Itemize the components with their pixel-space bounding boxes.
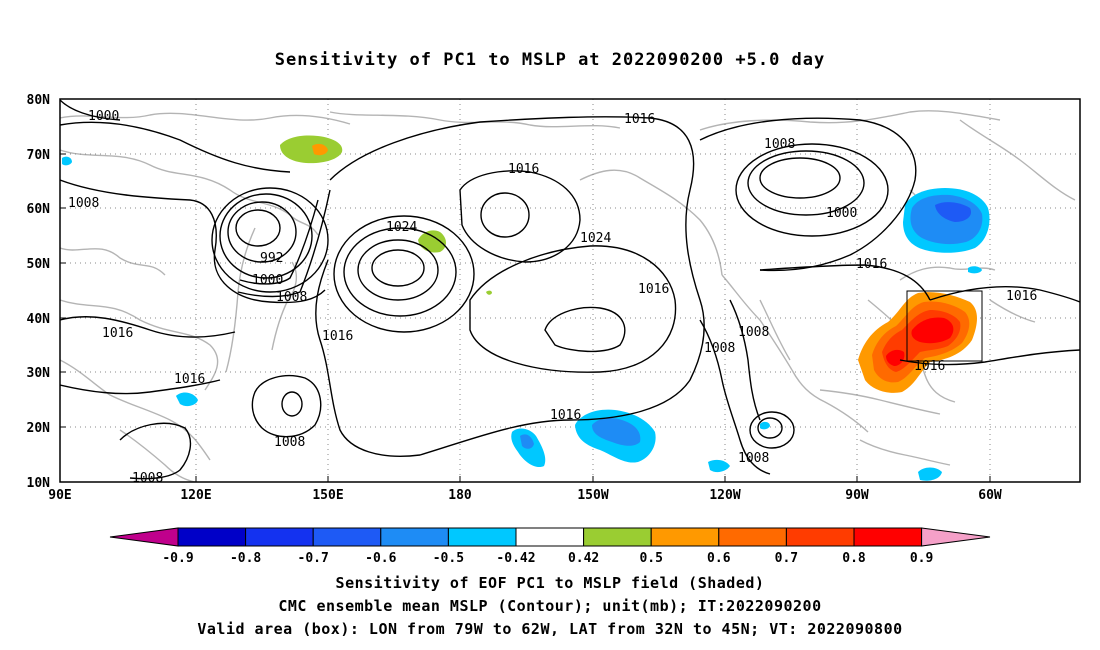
lat-tick-label: 50N — [27, 257, 51, 272]
lon-tick-label: 150E — [312, 488, 343, 503]
contour-label: 1016 — [174, 372, 205, 387]
colorbar-cell — [312, 527, 382, 547]
chart-title: Sensitivity of PC1 to MSLP at 2022090200… — [274, 50, 826, 70]
positive-patch-core-2 — [886, 349, 905, 366]
lon-tick-label: 90E — [48, 488, 71, 503]
lon-tick-label: 120E — [180, 488, 211, 503]
contour-label: 1016 — [856, 257, 887, 272]
tick-marks — [60, 153, 991, 482]
colorbar-labels: -0.9 -0.8 -0.7 -0.6 -0.5 -0.42 0.42 0.5 … — [162, 551, 933, 566]
colorbar-label: -0.9 — [162, 551, 193, 566]
colorbar-cell — [177, 527, 247, 547]
negative-patch-small-5 — [968, 266, 982, 274]
footer-line-3: Valid area (box): LON from 79W to 62W, L… — [197, 620, 903, 638]
colorbar-cell — [583, 527, 652, 547]
negative-patch-w-inner — [520, 434, 534, 449]
contour-label: 1016 — [322, 329, 353, 344]
lat-tick-label: 60N — [27, 202, 51, 217]
colorbar-label: 0.42 — [568, 551, 599, 566]
positive-patch-core — [911, 317, 954, 344]
lat-tick-label: 10N — [27, 476, 51, 491]
colorbar-cell — [515, 527, 585, 547]
contour-label: 1008 — [68, 196, 99, 211]
colorbar-right-arrow — [921, 527, 991, 547]
valid-area-box — [906, 290, 983, 362]
contour-labels: 1000 1008 1016 1016 1024 1024 1000 1008 … — [68, 109, 1037, 486]
colorbar-label: 0.9 — [910, 551, 933, 566]
footer-line-1: Sensitivity of EOF PC1 to MSLP field (Sh… — [335, 574, 765, 592]
lat-tick-label: 40N — [27, 312, 51, 327]
contour-label: 992 — [260, 251, 283, 266]
colorbar — [109, 527, 991, 547]
contour-label: 1024 — [580, 231, 611, 246]
negative-patch-small-2 — [62, 156, 72, 166]
lon-tick-label: 150W — [577, 488, 608, 503]
map-border — [59, 98, 1081, 483]
contour-label: 1016 — [914, 359, 945, 374]
sensitivity-shading — [62, 135, 990, 481]
negative-patch-small-1 — [176, 392, 198, 407]
colorbar-cell — [447, 527, 517, 547]
contour-label: 1016 — [508, 162, 539, 177]
contour-label: 1000 — [252, 273, 283, 288]
contour-label: 1016 — [638, 282, 669, 297]
contour-label: 1016 — [102, 326, 133, 341]
colorbar-label: 0.5 — [639, 551, 662, 566]
coastlines — [60, 110, 1076, 482]
colorbar-cell — [853, 527, 923, 547]
negative-patch-small-4 — [918, 467, 942, 481]
mslp-contours — [60, 99, 1080, 480]
colorbar-label: -0.42 — [496, 551, 535, 566]
contour-label: 1008 — [738, 325, 769, 340]
contour-label: 1008 — [738, 451, 769, 466]
contour-label: 1008 — [276, 290, 307, 305]
green-patch-pacific — [418, 230, 446, 253]
contour-label: 1000 — [826, 206, 857, 221]
colorbar-cell — [785, 527, 855, 547]
contour-label: 1008 — [132, 471, 163, 486]
colorbar-label: -0.8 — [230, 551, 261, 566]
contour-label: 1008 — [704, 341, 735, 356]
lon-tick-label: 120W — [709, 488, 740, 503]
colorbar-label: 0.7 — [775, 551, 798, 566]
colorbar-label: 0.6 — [707, 551, 731, 566]
negative-patch-cp-inner — [592, 417, 641, 446]
orange-spot-kamchatka — [312, 143, 328, 156]
colorbar-label: -0.7 — [298, 551, 329, 566]
green-patch-tiny — [486, 290, 492, 295]
colorbar-cell — [650, 527, 720, 547]
lon-tick-label: 60W — [978, 488, 1002, 503]
colorbar-cell — [380, 527, 449, 547]
colorbar-label: -0.6 — [365, 551, 396, 566]
colorbar-cell — [245, 527, 314, 547]
lon-tick-label: 90W — [845, 488, 869, 503]
lat-tick-label: 20N — [27, 421, 51, 436]
contour-label: 1000 — [88, 109, 119, 124]
footer-line-2: CMC ensemble mean MSLP (Contour); unit(m… — [278, 597, 822, 615]
green-patch-kamchatka — [280, 135, 343, 164]
contour-label: 1016 — [1006, 289, 1037, 304]
negative-patch-ne-core — [935, 202, 972, 222]
contour-label: 1016 — [624, 112, 655, 127]
lon-tick-label: 180 — [448, 488, 472, 503]
colorbar-left-arrow — [109, 527, 179, 547]
lat-tick-labels: 80N 70N 60N 50N 40N 30N 20N 10N — [27, 93, 51, 491]
colorbar-cell — [718, 527, 787, 547]
lat-tick-label: 80N — [27, 93, 51, 108]
lon-tick-labels: 90E 120E 150E 180 150W 120W 90W 60W — [48, 488, 1002, 503]
contour-label: 1024 — [386, 220, 417, 235]
negative-patch-small-3 — [708, 459, 730, 473]
lat-tick-label: 30N — [27, 366, 51, 381]
contour-label: 1008 — [274, 435, 305, 450]
contour-label: 1016 — [550, 408, 581, 423]
contour-label: 1008 — [764, 137, 795, 152]
colorbar-label: 0.8 — [842, 551, 866, 566]
lat-tick-label: 70N — [27, 148, 51, 163]
negative-patch-small-6 — [760, 421, 770, 430]
colorbar-label: -0.5 — [433, 551, 464, 566]
